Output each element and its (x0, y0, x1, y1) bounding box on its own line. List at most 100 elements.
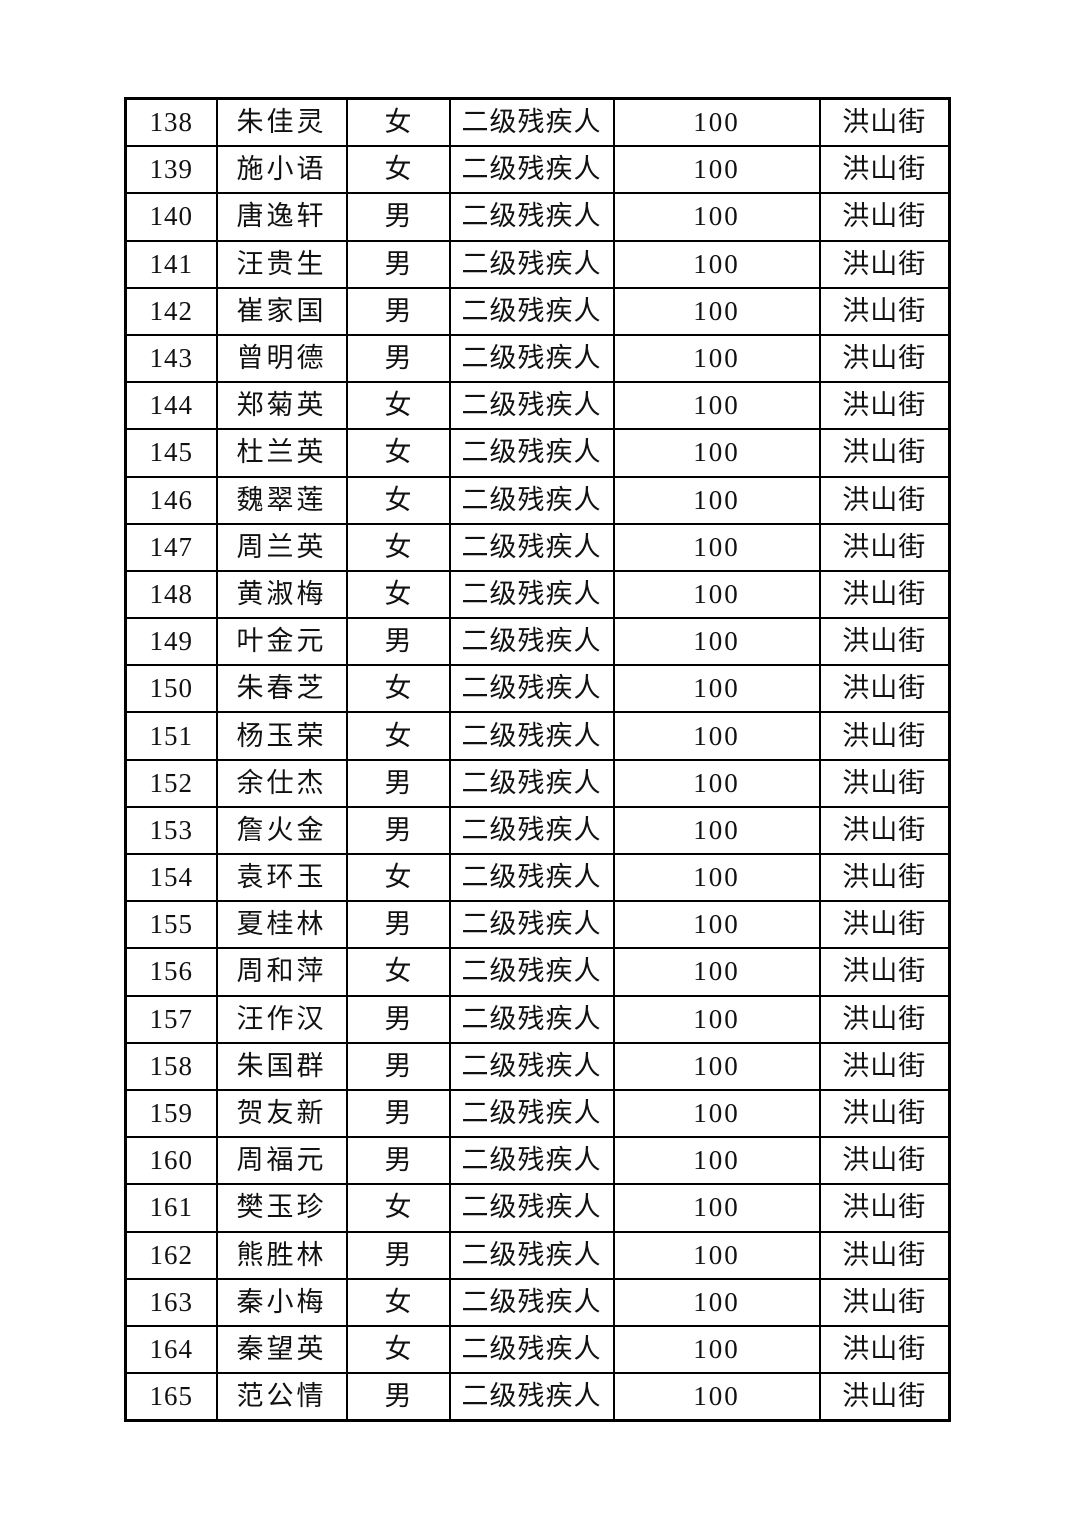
amount-cell: 100 (612, 569, 821, 620)
amount-cell: 100 (612, 286, 821, 336)
row-number-cell: 138 (124, 97, 218, 148)
amount-cell: 100 (612, 711, 821, 761)
gender-cell: 男 (345, 1088, 451, 1139)
gender-cell: 男 (345, 286, 451, 336)
name-cell: 施小语 (215, 145, 348, 195)
category-cell: 二级残疾人 (448, 286, 615, 336)
category-cell: 二级残疾人 (448, 145, 615, 195)
name-cell: 周和萍 (215, 947, 348, 997)
street-cell: 洪山街 (818, 900, 951, 950)
row-number-cell: 148 (124, 569, 218, 620)
gender-cell: 男 (345, 900, 451, 950)
name-cell: 朱佳灵 (215, 97, 348, 148)
category-cell: 二级残疾人 (448, 428, 615, 478)
table-row: 140 唐逸轩男二级残疾人 100 洪山街 (124, 192, 951, 242)
name-cell: 袁环玉 (215, 852, 348, 903)
name-cell: 秦小梅 (215, 1277, 348, 1327)
name-cell: 杨玉荣 (215, 711, 348, 761)
category-cell: 二级残疾人 (448, 617, 615, 667)
gender-cell: 女 (345, 1324, 451, 1375)
street-cell: 洪山街 (818, 617, 951, 667)
category-cell: 二级残疾人 (448, 711, 615, 761)
table-row: 143 曾明德男二级残疾人 100 洪山街 (124, 333, 951, 384)
gender-cell: 男 (345, 617, 451, 667)
gender-cell: 女 (345, 381, 451, 431)
amount-cell: 100 (612, 900, 821, 950)
name-cell: 夏桂林 (215, 900, 348, 950)
amount-cell: 100 (612, 381, 821, 431)
name-cell: 朱春芝 (215, 664, 348, 714)
gender-cell: 男 (345, 1136, 451, 1186)
gender-cell: 女 (345, 475, 451, 525)
street-cell: 洪山街 (818, 1136, 951, 1186)
amount-cell: 100 (612, 805, 821, 856)
amount-cell: 100 (612, 1277, 821, 1327)
table-row: 158 朱国群男二级残疾人 100 洪山街 (124, 1041, 951, 1091)
table-row: 165 范公情男二级残疾人 100 洪山街 (124, 1372, 951, 1422)
category-cell: 二级残疾人 (448, 381, 615, 431)
table-row: 151 杨玉荣女二级残疾人 100 洪山街 (124, 711, 951, 761)
gender-cell: 男 (345, 1230, 451, 1280)
amount-cell: 100 (612, 1041, 821, 1091)
row-number-cell: 158 (124, 1041, 218, 1091)
gender-cell: 男 (345, 994, 451, 1044)
table-row: 149 叶金元男二级残疾人 100 洪山街 (124, 617, 951, 667)
amount-cell: 100 (612, 97, 821, 148)
gender-cell: 男 (345, 1372, 451, 1422)
name-cell: 唐逸轩 (215, 192, 348, 242)
table-row: 139 施小语女二级残疾人 100 洪山街 (124, 145, 951, 195)
name-cell: 余仕杰 (215, 758, 348, 808)
street-cell: 洪山街 (818, 711, 951, 761)
table-row: 146 魏翠莲女二级残疾人 100 洪山街 (124, 475, 951, 525)
table-row: 142 崔家国男二级残疾人 100 洪山街 (124, 286, 951, 336)
street-cell: 洪山街 (818, 852, 951, 903)
street-cell: 洪山街 (818, 522, 951, 572)
gender-cell: 女 (345, 97, 451, 148)
amount-cell: 100 (612, 852, 821, 903)
gender-cell: 女 (345, 711, 451, 761)
name-cell: 熊胜林 (215, 1230, 348, 1280)
category-cell: 二级残疾人 (448, 475, 615, 525)
gender-cell: 男 (345, 239, 451, 289)
amount-cell: 100 (612, 333, 821, 384)
category-cell: 二级残疾人 (448, 758, 615, 808)
table-row: 138 朱佳灵女二级残疾人 100 洪山街 (124, 97, 951, 148)
amount-cell: 100 (612, 947, 821, 997)
street-cell: 洪山街 (818, 192, 951, 242)
row-number-cell: 147 (124, 522, 218, 572)
name-cell: 叶金元 (215, 617, 348, 667)
records-table-body: 138 朱佳灵女二级残疾人 100 洪山街 139 施小语女二级残疾人 100 洪山街 140 唐… (124, 97, 951, 1422)
gender-cell: 女 (345, 947, 451, 997)
street-cell: 洪山街 (818, 97, 951, 148)
gender-cell: 女 (345, 145, 451, 195)
amount-cell: 100 (612, 664, 821, 714)
name-cell: 周福元 (215, 1136, 348, 1186)
gender-cell: 女 (345, 1277, 451, 1327)
amount-cell: 100 (612, 239, 821, 289)
street-cell: 洪山街 (818, 569, 951, 620)
gender-cell: 男 (345, 805, 451, 856)
name-cell: 崔家国 (215, 286, 348, 336)
table-row: 154 袁环玉女二级残疾人 100 洪山街 (124, 852, 951, 903)
amount-cell: 100 (612, 1372, 821, 1422)
row-number-cell: 161 (124, 1183, 218, 1233)
street-cell: 洪山街 (818, 1088, 951, 1139)
street-cell: 洪山街 (818, 805, 951, 856)
street-cell: 洪山街 (818, 1041, 951, 1091)
category-cell: 二级残疾人 (448, 1277, 615, 1327)
gender-cell: 女 (345, 664, 451, 714)
name-cell: 汪作汉 (215, 994, 348, 1044)
gender-cell: 男 (345, 758, 451, 808)
name-cell: 黄淑梅 (215, 569, 348, 620)
amount-cell: 100 (612, 192, 821, 242)
row-number-cell: 164 (124, 1324, 218, 1375)
row-number-cell: 139 (124, 145, 218, 195)
street-cell: 洪山街 (818, 994, 951, 1044)
row-number-cell: 141 (124, 239, 218, 289)
table-row: 153 詹火金男二级残疾人 100 洪山街 (124, 805, 951, 856)
amount-cell: 100 (612, 522, 821, 572)
name-cell: 朱国群 (215, 1041, 348, 1091)
table-row: 162 熊胜林男二级残疾人 100 洪山街 (124, 1230, 951, 1280)
name-cell: 汪贵生 (215, 239, 348, 289)
amount-cell: 100 (612, 1230, 821, 1280)
